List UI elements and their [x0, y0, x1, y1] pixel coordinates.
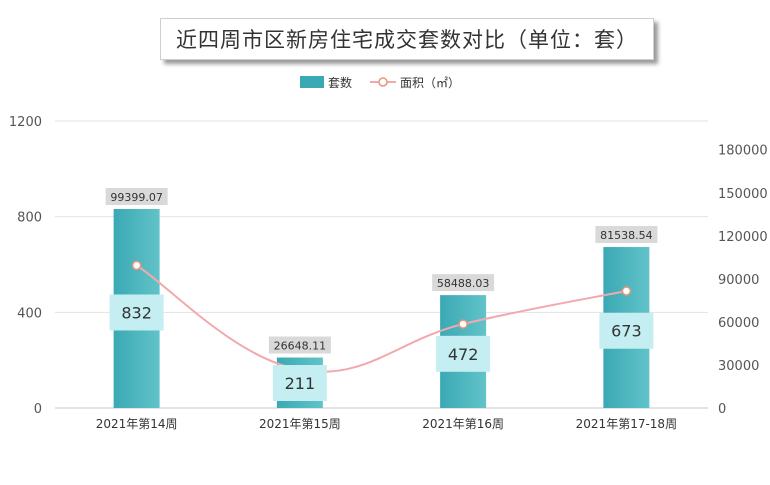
area-label-box [268, 336, 331, 354]
area-label-box [432, 274, 495, 292]
legend-line-label: 面积（㎡） [400, 76, 460, 90]
y-right-tick-label: 150000 [718, 187, 768, 202]
y-left-tick-label: 800 [17, 211, 42, 226]
chart-title: 近四周市区新房住宅成交套数对比（单位：套） [176, 28, 638, 52]
y-right-tick-label: 60000 [718, 316, 759, 331]
area-data-label: 58488.03 [437, 277, 490, 290]
x-tick-label: 2021年第16周 [422, 417, 504, 431]
area-label-box [595, 226, 658, 244]
bar-data-label: 673 [611, 322, 642, 341]
bar-data-label: 472 [448, 345, 479, 364]
area-line [136, 264, 627, 373]
y-left-tick-label: 400 [17, 306, 42, 321]
y-right-tick-label: 0 [718, 402, 726, 417]
y-right-tick-label: 30000 [718, 359, 759, 374]
area-data-label: 26648.11 [274, 340, 327, 353]
x-tick-label: 2021年第15周 [259, 417, 341, 431]
area-point [458, 319, 468, 329]
y-left-tick-label: 0 [34, 402, 42, 417]
bar-label-box [272, 365, 327, 401]
y-left-tick-label: 1200 [9, 115, 42, 130]
area-label-box [105, 188, 168, 206]
legend-bar-swatch [300, 76, 324, 88]
x-tick-label: 2021年第14周 [96, 417, 178, 431]
area-data-label: 99399.07 [110, 191, 163, 204]
y-right-tick-label: 90000 [718, 273, 759, 288]
chart-title-box: 近四周市区新房住宅成交套数对比（单位：套） [160, 18, 654, 60]
bar-data-label: 211 [285, 374, 316, 393]
area-point [621, 286, 632, 296]
y-right-tick-label: 120000 [718, 230, 768, 245]
bar-label-box [599, 312, 654, 349]
legend-bar-label: 套数 [328, 75, 352, 90]
x-tick-label: 2021年第17-18周 [576, 417, 677, 431]
legend-line-marker [378, 77, 388, 87]
bar-label-box [436, 335, 491, 372]
y-right-tick-label: 180000 [718, 144, 768, 159]
bar-label-box [109, 294, 164, 331]
area-data-label: 81538.54 [600, 229, 653, 242]
bar-data-label: 832 [121, 303, 152, 322]
area-point [131, 260, 142, 271]
